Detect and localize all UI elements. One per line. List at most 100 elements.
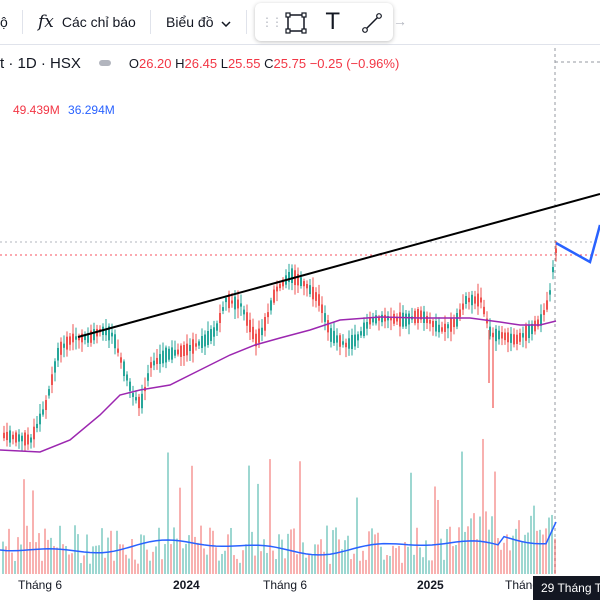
candle: [186, 343, 188, 356]
candle: [60, 341, 62, 355]
volume-bar: [365, 559, 367, 574]
candle: [198, 341, 200, 346]
candle: [522, 333, 524, 338]
candle: [204, 334, 206, 347]
candle: [282, 279, 284, 287]
symbol-label[interactable]: t · 1D · HSX: [0, 54, 81, 72]
volume-bar: [269, 459, 271, 574]
volume-bar: [383, 559, 385, 574]
chart-type-button[interactable]: Biểu đồ: [166, 0, 232, 44]
candle: [390, 316, 392, 321]
candle: [396, 316, 398, 322]
candle: [12, 434, 14, 440]
toolbar-divider: [150, 10, 151, 34]
candle: [528, 324, 530, 339]
candle: [159, 354, 161, 364]
volume-bar: [314, 544, 316, 574]
volume-bar: [338, 539, 340, 574]
candle: [24, 432, 26, 446]
volume-bar: [362, 550, 364, 574]
candle: [393, 313, 395, 324]
candle: [450, 317, 452, 332]
volume-bar: [539, 529, 541, 574]
volume-bar: [92, 546, 94, 574]
volume-bar: [290, 529, 292, 574]
rectangle-icon[interactable]: [284, 11, 308, 40]
volume-bar: [182, 548, 184, 574]
candle: [120, 357, 122, 363]
candle: [213, 327, 215, 337]
candle: [78, 335, 80, 341]
volume-bar: [530, 515, 532, 574]
volume-bar: [14, 560, 16, 574]
volume-bar: [233, 555, 235, 574]
candle: [30, 437, 32, 443]
volume-bar: [170, 544, 172, 574]
volume-bar: [41, 560, 43, 574]
drag-handle-icon[interactable]: ⋮⋮: [261, 15, 283, 29]
candle: [237, 299, 239, 309]
candle: [255, 333, 257, 347]
volume-bar: [263, 539, 265, 574]
arrow-tool-icon[interactable]: →: [393, 13, 407, 29]
candle: [69, 336, 71, 345]
candle: [87, 333, 89, 343]
volume-bar: [404, 542, 406, 574]
candle: [414, 310, 416, 324]
volume-bar: [419, 547, 421, 574]
volume-bar: [521, 542, 523, 574]
moving-average-line: [0, 316, 557, 453]
candle: [456, 313, 458, 327]
status-pill[interactable]: [98, 60, 111, 66]
volume-bar: [44, 528, 46, 574]
volume-bar: [47, 539, 49, 574]
volume-bar: [65, 545, 67, 574]
indicators-button[interactable]: fx Các chỉ báo: [38, 0, 136, 44]
line-tool-icon[interactable]: [360, 11, 384, 40]
candle: [111, 332, 113, 337]
volume-bar: [320, 539, 322, 574]
volume-bar: [488, 529, 490, 574]
volume-bar: [224, 550, 226, 574]
volume-bar: [395, 548, 397, 574]
volume-bar: [326, 525, 328, 574]
volume-bar: [245, 544, 247, 574]
volume-bar: [185, 543, 187, 574]
volume-bar: [512, 535, 514, 574]
candle: [297, 273, 299, 286]
candle: [3, 432, 5, 439]
volume-bar: [266, 552, 268, 574]
volume-bar: [410, 472, 412, 574]
volume-bar: [89, 563, 91, 574]
volume-bar: [491, 516, 493, 574]
volume-bar: [548, 517, 550, 574]
candle: [93, 329, 95, 341]
candle: [123, 361, 125, 377]
candle: [321, 304, 323, 314]
volume-bar: [509, 550, 511, 574]
volume-bar: [29, 541, 31, 574]
volume-bar: [545, 528, 547, 574]
volume-bar: [554, 538, 556, 574]
candle: [291, 268, 293, 283]
volume-bar: [152, 551, 154, 574]
candle: [516, 334, 518, 344]
partial-toolbar-icon[interactable]: ộ: [0, 14, 8, 30]
candle: [405, 313, 407, 327]
candle: [441, 327, 443, 332]
candle: [432, 320, 434, 328]
volume-bar: [5, 546, 7, 574]
candle: [435, 320, 437, 332]
volume-bar: [518, 520, 520, 574]
text-tool-icon[interactable]: T: [326, 10, 340, 35]
candle: [33, 426, 35, 440]
candle: [348, 338, 350, 349]
volume-bar: [542, 534, 544, 574]
candle: [162, 350, 164, 364]
candle: [63, 343, 65, 348]
volume-bar: [503, 542, 505, 574]
candle: [375, 315, 377, 324]
candle: [246, 312, 248, 326]
volume-bar: [431, 560, 433, 574]
